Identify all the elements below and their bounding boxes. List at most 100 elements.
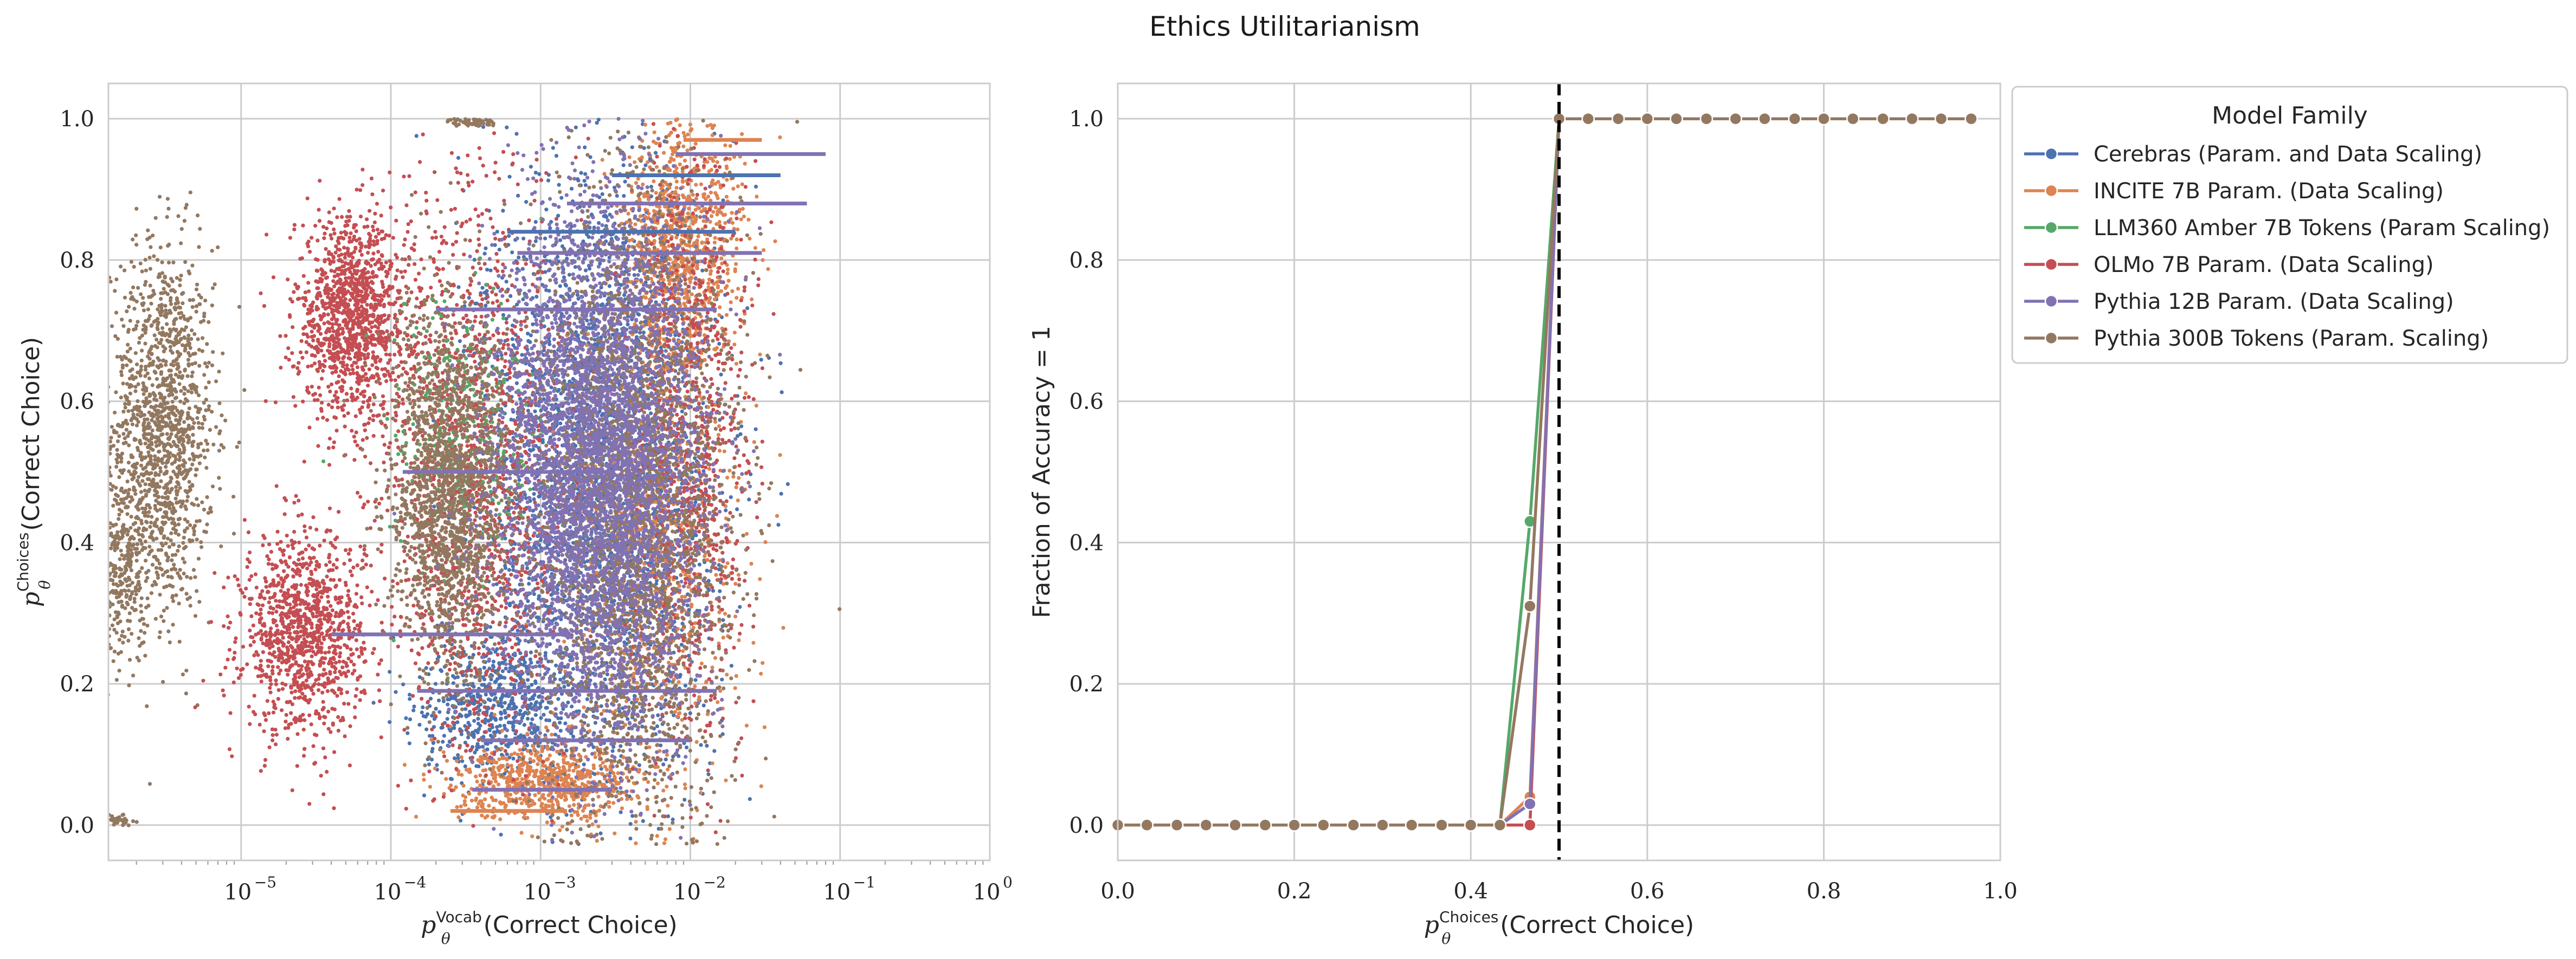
- scatter-point: [149, 458, 153, 462]
- scatter-point: [252, 694, 256, 698]
- scatter-point: [375, 355, 379, 359]
- scatter-point: [223, 665, 228, 670]
- scatter-point: [284, 668, 288, 672]
- scatter-point: [155, 326, 159, 330]
- scatter-point: [181, 556, 185, 561]
- scatter-point: [99, 537, 102, 541]
- scatter-point: [101, 819, 105, 822]
- scatter-point: [278, 605, 282, 610]
- scatter-point: [139, 604, 143, 608]
- scatter-point: [310, 236, 314, 240]
- scatter-point: [141, 422, 146, 426]
- scatter-point: [402, 174, 406, 179]
- scatter-point: [185, 472, 189, 477]
- scatter-point: [292, 654, 296, 658]
- scatter-point: [329, 269, 333, 273]
- scatter-point: [165, 322, 169, 326]
- scatter-point: [152, 370, 157, 374]
- scatter-point: [192, 523, 197, 528]
- scatter-point: [164, 515, 169, 519]
- scatter-point: [379, 213, 383, 218]
- scatter-point: [93, 440, 96, 444]
- scatter-point: [170, 558, 174, 562]
- scatter-point: [157, 561, 162, 566]
- scatter-point: [194, 473, 198, 477]
- scatter-point: [415, 320, 419, 325]
- scatter-point: [322, 336, 326, 341]
- scatter-point: [203, 361, 208, 366]
- scatter-point: [319, 649, 323, 653]
- scatter-point: [134, 206, 139, 211]
- scatter-point: [354, 336, 358, 341]
- scatter-point: [342, 561, 346, 566]
- scatter-point: [291, 325, 295, 329]
- scatter-point: [127, 401, 131, 406]
- scatter-point: [274, 484, 279, 488]
- scatter-point: [170, 509, 175, 514]
- scatter-point: [144, 365, 148, 369]
- scatter-point: [317, 688, 321, 692]
- scatter-point: [280, 560, 284, 565]
- scatter-point: [144, 386, 149, 391]
- scatter-point: [292, 561, 297, 565]
- scatter-point: [233, 651, 237, 655]
- scatter-point: [392, 353, 397, 357]
- scatter-point: [342, 287, 347, 291]
- scatter-point: [401, 401, 405, 406]
- scatter-point: [173, 496, 178, 501]
- scatter-point: [132, 438, 137, 442]
- scatter-point: [176, 522, 181, 527]
- scatter-point: [370, 320, 375, 325]
- scatter-point: [120, 534, 125, 539]
- scatter-point: [336, 400, 340, 404]
- scatter-point: [192, 532, 196, 537]
- scatter-point: [276, 632, 281, 636]
- scatter-point: [299, 683, 304, 688]
- scatter-point: [133, 492, 138, 496]
- scatter-point: [295, 671, 300, 675]
- scatter-point: [261, 543, 265, 548]
- scatter-point: [282, 512, 287, 516]
- scatter-point: [167, 437, 171, 442]
- scatter-point: [360, 331, 364, 335]
- scatter-point: [342, 414, 346, 418]
- scatter-point: [346, 602, 351, 607]
- scatter-point: [315, 258, 320, 262]
- scatter-point: [114, 498, 118, 503]
- scatter-point: [177, 448, 182, 452]
- scatter-point: [284, 720, 288, 724]
- scatter-point: [363, 348, 368, 352]
- scatter-point: [145, 371, 150, 375]
- scatter-point: [369, 176, 374, 180]
- scatter-point: [298, 573, 302, 578]
- scatter-point: [163, 275, 167, 280]
- scatter-point: [336, 676, 340, 681]
- scatter-point: [310, 688, 314, 692]
- scatter-point: [186, 389, 190, 393]
- scatter-point: [181, 541, 185, 545]
- scatter-point: [305, 666, 310, 670]
- scatter-point: [109, 436, 113, 440]
- scatter-point: [452, 117, 456, 121]
- scatter-point: [272, 705, 276, 709]
- scatter-point: [187, 480, 191, 484]
- scatter-point: [147, 782, 152, 786]
- scatter-point: [319, 406, 324, 411]
- scatter-point: [169, 575, 173, 579]
- scatter-point: [150, 515, 154, 519]
- scatter-point: [355, 583, 359, 587]
- scatter-point: [131, 237, 135, 242]
- scatter-point: [133, 351, 138, 355]
- scatter-point: [352, 250, 357, 254]
- scatter-point: [210, 286, 215, 290]
- scatter-point: [111, 602, 115, 607]
- scatter-point: [275, 542, 280, 546]
- scatter-point: [167, 284, 171, 288]
- scatter-point: [197, 393, 201, 398]
- scatter-point: [147, 488, 152, 492]
- scatter-point: [280, 681, 285, 686]
- scatter-point: [138, 569, 142, 574]
- scatter-point: [334, 429, 339, 433]
- scatter-point: [278, 652, 282, 657]
- scatter-point: [96, 337, 100, 341]
